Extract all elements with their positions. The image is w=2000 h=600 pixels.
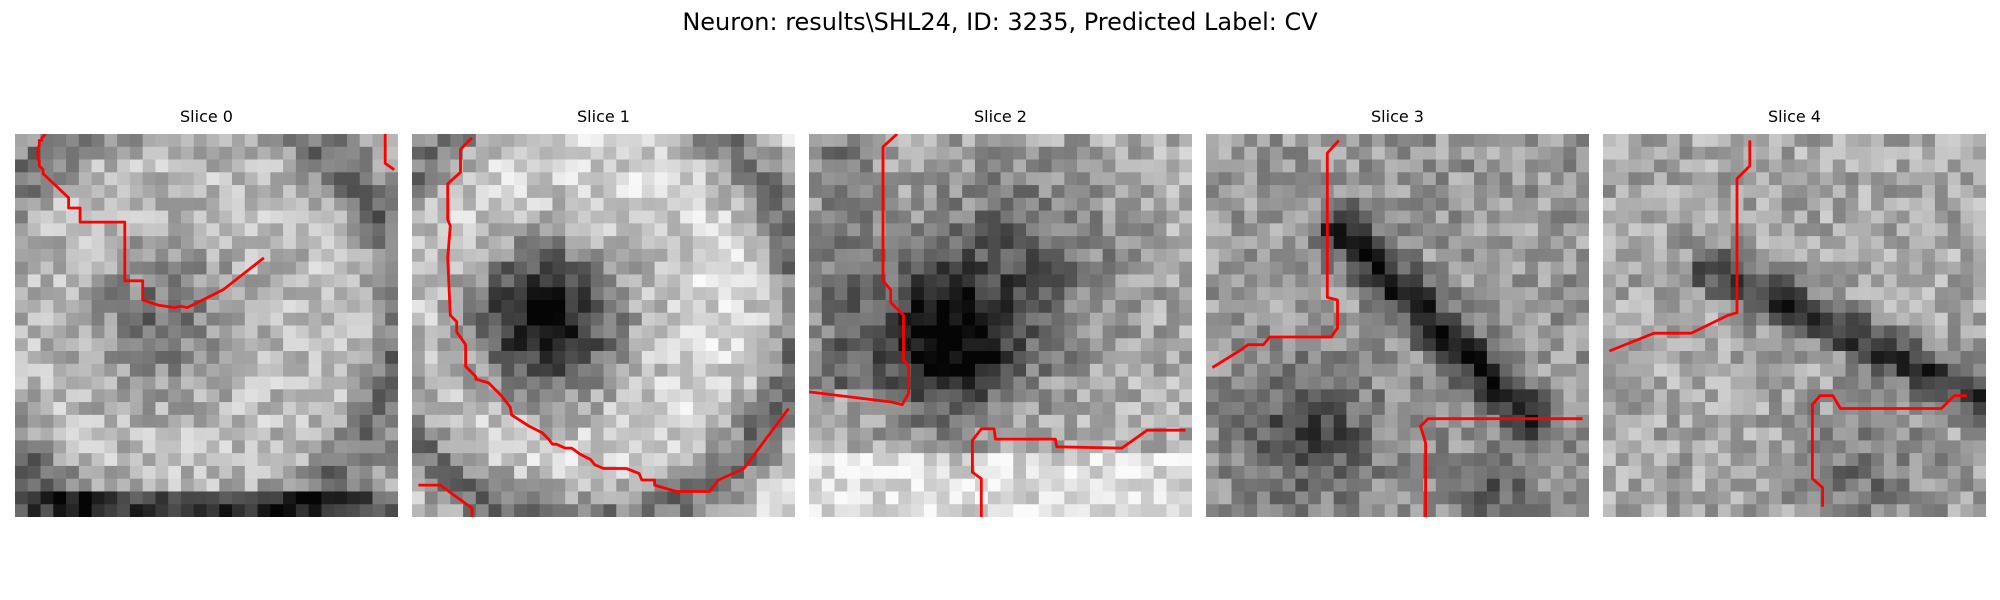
slice-title: Slice 1 (577, 107, 630, 126)
slice-panel-1: Slice 1 (412, 107, 795, 517)
slice-panel-3: Slice 3 (1206, 107, 1589, 517)
slice-image (15, 134, 398, 517)
segmentation-contour (418, 483, 474, 517)
segmentation-contour (1810, 394, 1967, 507)
slice-image (1206, 134, 1589, 517)
slice-panel-0: Slice 0 (15, 107, 398, 517)
slice-title: Slice 2 (974, 107, 1027, 126)
segmentation-contour (446, 136, 790, 493)
slice-panel-4: Slice 4 (1603, 107, 1986, 517)
segmentation-contour (1211, 139, 1340, 369)
segmentation-contour (383, 134, 396, 171)
figure-title: Neuron: results\SHL24, ID: 3235, Predict… (682, 8, 1318, 36)
slice-image (1603, 134, 1986, 517)
slice-title: Slice 0 (180, 107, 233, 126)
slice-image (809, 134, 1192, 517)
segmentation-contour (809, 134, 910, 407)
segmentation-contour (1608, 140, 1752, 353)
segmentation-contour (970, 427, 1186, 517)
slice-image (412, 134, 795, 517)
segmentation-contour (36, 134, 265, 310)
slice-title: Slice 3 (1371, 107, 1424, 126)
slice-panel-2: Slice 2 (809, 107, 1192, 517)
segmentation-contour (1419, 417, 1583, 517)
slice-title: Slice 4 (1768, 107, 1821, 126)
